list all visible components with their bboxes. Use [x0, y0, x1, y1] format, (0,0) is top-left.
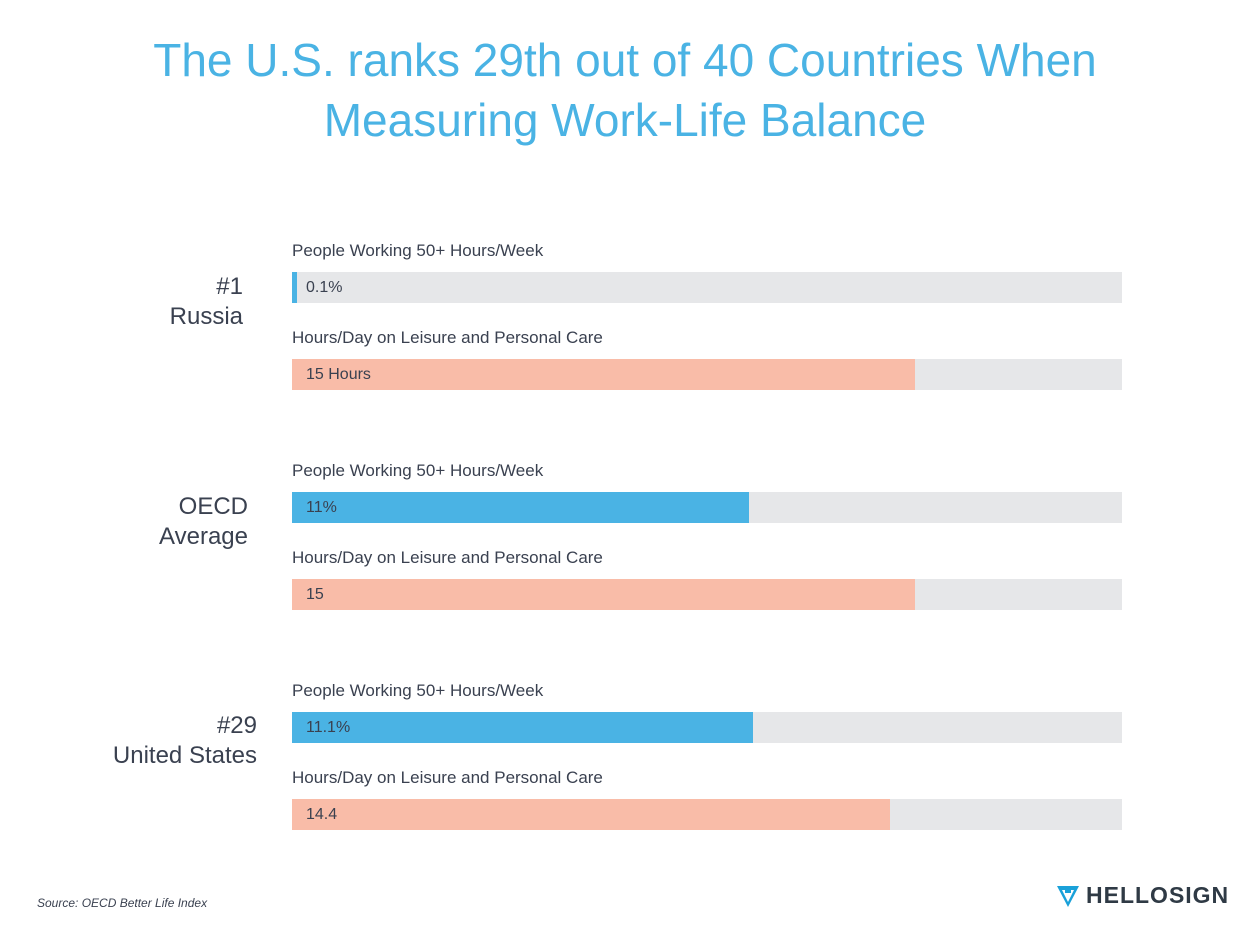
group-rank: OECD	[178, 493, 248, 520]
bar-value-us-hours: 11.1%	[306, 719, 351, 736]
bar-track-us-hours: 11.1%	[292, 712, 1122, 743]
chart-title: The U.S. ranks 29th out of 40 Countries …	[0, 30, 1250, 150]
group-rank: #1	[216, 273, 243, 300]
metric-label-us-hours: People Working 50+ Hours/Week	[292, 681, 544, 700]
source-note: Source: OECD Better Life Index	[37, 896, 208, 910]
group-name: Russia	[169, 303, 243, 330]
chart-title-line-2: Measuring Work-Life Balance	[323, 94, 927, 146]
bar-fill-us-hours	[292, 712, 753, 743]
bar-track-us-leisure: 14.4	[292, 799, 1122, 830]
bar-value-oecd-leisure: 15	[306, 586, 324, 603]
bar-track-russia-hours: 0.1%	[292, 272, 1122, 303]
group-name: United States	[112, 742, 257, 769]
group-rank: #29	[216, 712, 257, 739]
hellosign-logo-icon	[1057, 885, 1079, 907]
bar-value-us-leisure: 14.4	[306, 806, 338, 823]
bar-fill-russia-leisure	[292, 359, 915, 390]
metric-label-oecd-hours: People Working 50+ Hours/Week	[292, 461, 544, 480]
logo-wordmark: HELLOSIGN	[1086, 882, 1230, 908]
group-label-us: #29 United States	[60, 711, 257, 771]
group-label-russia: #1 Russia	[100, 272, 243, 332]
bar-track-oecd-hours: 11%	[292, 492, 1122, 523]
bar-track-russia-leisure: 15 Hours	[292, 359, 1122, 390]
bar-fill-us-leisure	[292, 799, 890, 830]
bar-track-oecd-leisure: 15	[292, 579, 1122, 610]
chart-title-line-1: The U.S. ranks 29th out of 40 Countries …	[153, 34, 1097, 86]
metric-label-oecd-leisure: Hours/Day on Leisure and Personal Care	[292, 548, 603, 567]
bar-fill-oecd-leisure	[292, 579, 915, 610]
bar-value-russia-hours: 0.1%	[306, 279, 343, 296]
metric-label-us-leisure: Hours/Day on Leisure and Personal Care	[292, 768, 603, 787]
bar-value-russia-leisure: 15 Hours	[306, 366, 371, 383]
metric-label-russia-hours: People Working 50+ Hours/Week	[292, 241, 544, 260]
group-name: Average	[159, 523, 248, 550]
metric-label-russia-leisure: Hours/Day on Leisure and Personal Care	[292, 328, 603, 347]
bar-value-oecd-hours: 11%	[306, 499, 337, 516]
group-label-oecd: OECD Average	[100, 492, 248, 552]
bar-fill-oecd-hours	[292, 492, 749, 523]
bar-fill-russia-hours	[292, 272, 297, 303]
hellosign-logo: HELLOSIGN	[1056, 882, 1229, 909]
